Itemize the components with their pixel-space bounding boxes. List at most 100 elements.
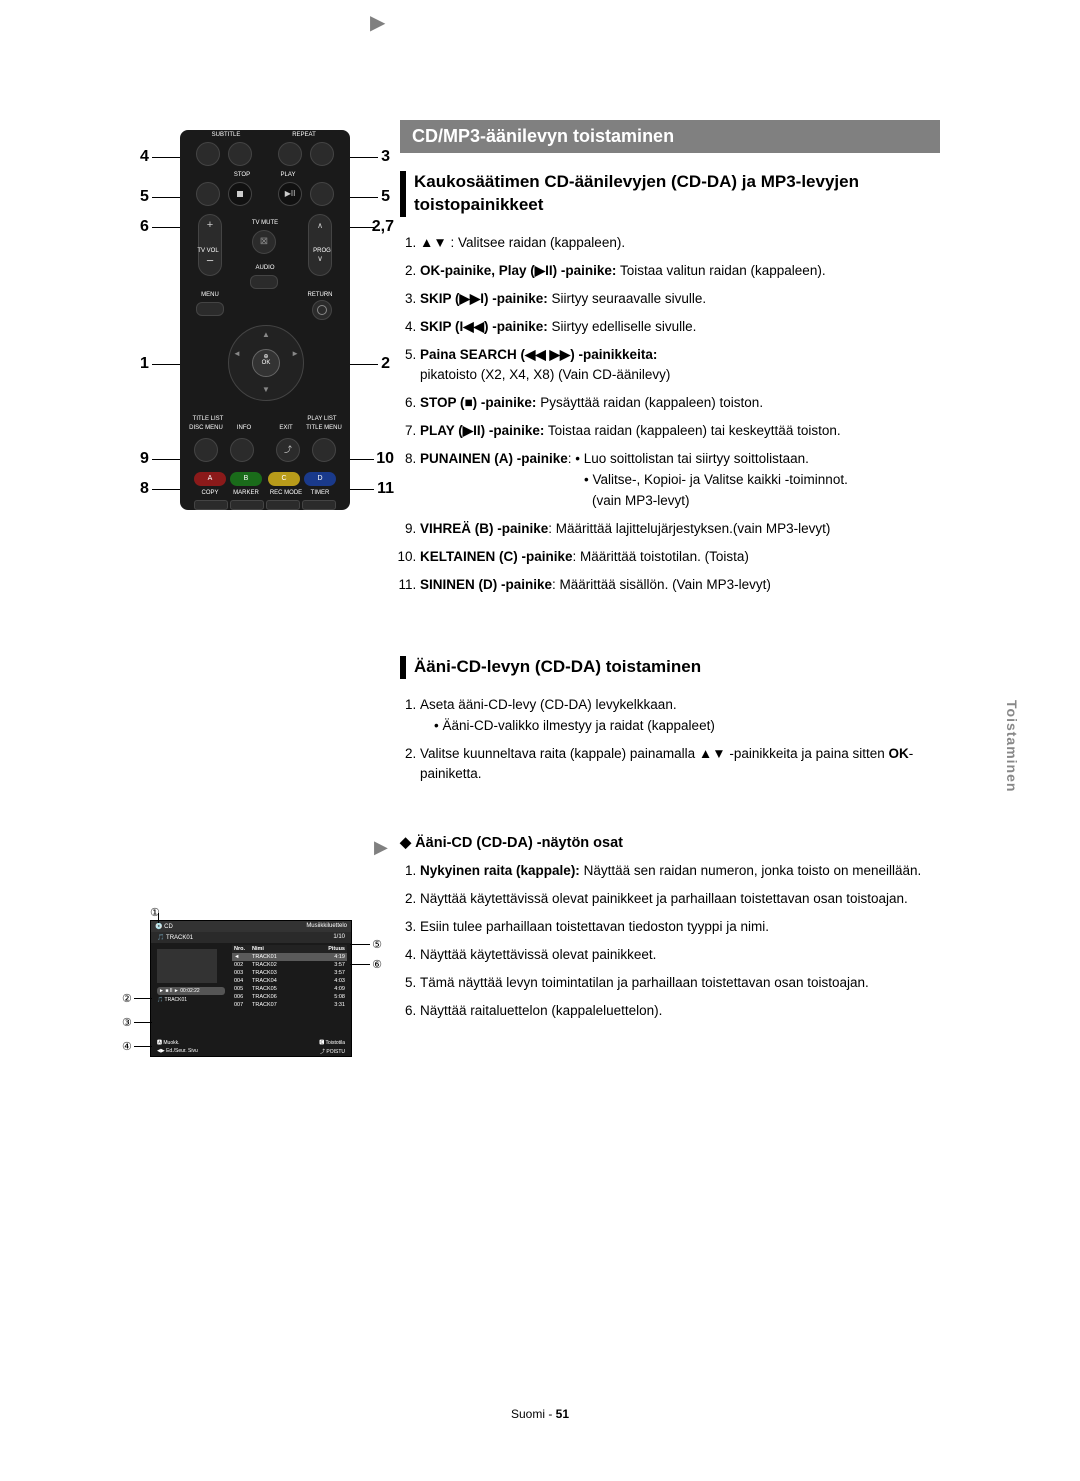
btn-skip-next bbox=[310, 142, 334, 166]
item-11: SININEN (D) -painike: Määrittää sisällön… bbox=[420, 575, 940, 596]
current-track: 🎵 TRACK01 bbox=[157, 997, 225, 1003]
label-tvmute: TV MUTE bbox=[245, 220, 285, 226]
label-ok: OK bbox=[253, 360, 279, 366]
callout-6: 6 bbox=[140, 218, 149, 236]
step-1: Aseta ääni-CD-levy (CD-DA) levykelkkaan.… bbox=[420, 695, 940, 737]
label-info: INFO bbox=[224, 425, 264, 431]
btn-a-red: A bbox=[194, 472, 226, 486]
screen-header-row: 🎵 TRACK01 1/10 bbox=[151, 932, 351, 943]
screen-item-3: Esiin tulee parhaillaan toistettavan tie… bbox=[420, 917, 940, 938]
screen-titlebar: 💿 CD Musiikkiluettelo bbox=[151, 921, 351, 932]
screen-bottom-2: ◀▶ Ed./Seur. Sivu ⤴ POISTU bbox=[157, 1048, 345, 1055]
screen-callout-4: ④ bbox=[122, 1040, 132, 1053]
btn-subtitle bbox=[228, 142, 252, 166]
btn-info bbox=[230, 438, 254, 462]
label-tvvol: TV VOL bbox=[188, 248, 228, 254]
dpad: ▲ ◄ ⊕ OK ► ▼ bbox=[228, 325, 304, 401]
item-10: KELTAINEN (C) -painike: Määrittää toisto… bbox=[420, 547, 940, 568]
callout-5l: 5 bbox=[140, 188, 149, 206]
item-1: ▲▼ : Valitsee raidan (kappaleen). bbox=[420, 233, 940, 254]
label-marker: MARKER bbox=[226, 490, 266, 496]
btn-c-yellow: C bbox=[268, 472, 300, 486]
label-discmenu: DISC MENU bbox=[186, 425, 226, 431]
screen-item-6: Näyttää raitaluettelon (kappaleluettelon… bbox=[420, 1001, 940, 1022]
remote-functions-list: ▲▼ : Valitsee raidan (kappaleen). OK-pai… bbox=[400, 233, 940, 596]
track-row: ◄TRACK014:19 bbox=[232, 953, 347, 961]
callout-9: 9 bbox=[140, 450, 149, 468]
btn-stop bbox=[228, 182, 252, 206]
callout-10: 10 bbox=[376, 450, 394, 468]
track-row: 006TRACK065:08 bbox=[232, 993, 347, 1001]
label-menu: MENU bbox=[190, 292, 230, 298]
track-row: 005TRACK054:09 bbox=[232, 985, 347, 993]
label-exit: EXIT bbox=[266, 425, 306, 431]
side-tab: Toistaminen bbox=[1004, 700, 1020, 792]
label-prog: PROG bbox=[302, 248, 342, 254]
screen-item-2: Näyttää käytettävissä olevat painikkeet … bbox=[420, 889, 940, 910]
label-audio: AUDIO bbox=[245, 265, 285, 271]
section-title-1: CD/MP3-äänilevyn toistaminen bbox=[400, 120, 940, 153]
remote-control: SUBTITLE REPEAT STOP PLAY ▶II TV MUTE ⊠ … bbox=[180, 130, 350, 510]
btn-search-fwd bbox=[310, 182, 334, 206]
btn-recmode bbox=[266, 500, 300, 510]
btn-timer bbox=[302, 500, 336, 510]
btn-d-blue: D bbox=[304, 472, 336, 486]
page-footer: Suomi - 51 bbox=[0, 1407, 1080, 1421]
screen-item-4: Näyttää käytettävissä olevat painikkeet. bbox=[420, 945, 940, 966]
track-header: Nro.NimiPituus bbox=[232, 945, 347, 953]
btn-repeat bbox=[278, 142, 302, 166]
btn-titlemenu bbox=[312, 438, 336, 462]
callout-8: 8 bbox=[140, 480, 149, 498]
btn-play: ▶II bbox=[278, 182, 302, 206]
callout-11: 11 bbox=[377, 480, 394, 498]
cd-screen-mockup: 💿 CD Musiikkiluettelo 🎵 TRACK01 1/10 ► ■… bbox=[150, 920, 352, 1057]
prog-rocker: ∧ ∨ bbox=[308, 214, 332, 276]
tv-vol-rocker: + − bbox=[198, 214, 222, 276]
play-info: ► ■ II ► 00:02:22 bbox=[157, 987, 225, 995]
step-2: Valitse kuunneltava raita (kappale) pain… bbox=[420, 744, 940, 786]
item-6: STOP (■) -painike: Pysäyttää raidan (kap… bbox=[420, 393, 940, 414]
btn-mute: ⊠ bbox=[252, 230, 276, 254]
callout-2: 2 bbox=[381, 355, 390, 373]
screen-callout-5: ⑤ bbox=[372, 938, 382, 951]
screen-parts-header: ◆ Ääni-CD (CD-DA) -näytön osat bbox=[400, 835, 940, 851]
label-play: PLAY bbox=[268, 172, 308, 178]
section-subtitle-1: Kaukosäätimen CD-äänilevyjen (CD-DA) ja … bbox=[400, 171, 940, 217]
btn-b-green: B bbox=[230, 472, 262, 486]
label-copy: COPY bbox=[190, 490, 230, 496]
item-2: OK-painike, Play (▶II) -painike: Toistaa… bbox=[420, 261, 940, 282]
label-playlist: PLAY LIST bbox=[302, 416, 342, 422]
item-8: PUNAINEN (A) -painike: • Luo soittolista… bbox=[420, 449, 940, 512]
item-9: VIHREÄ (B) -painike: Määrittää lajittelu… bbox=[420, 519, 940, 540]
screen-parts-list: Nykyinen raita (kappale): Näyttää sen ra… bbox=[400, 861, 940, 1022]
screen-item-5: Tämä näyttää levyn toimintatilan ja parh… bbox=[420, 973, 940, 994]
track-row: 004TRACK044:03 bbox=[232, 977, 347, 985]
label-return: RETURN bbox=[300, 292, 340, 298]
label-subtitle: SUBTITLE bbox=[206, 132, 246, 138]
btn-marker bbox=[230, 500, 264, 510]
callout-5r: 5 bbox=[381, 188, 390, 206]
btn-skip-prev bbox=[196, 142, 220, 166]
item-7: PLAY (▶II) -painike: Toistaa raidan (kap… bbox=[420, 421, 940, 442]
section-title-2: Ääni-CD-levyn (CD-DA) toistaminen bbox=[400, 656, 940, 679]
track-list: Nro.NimiPituus ◄TRACK014:19 002TRACK023:… bbox=[232, 945, 347, 1009]
cd-steps: Aseta ääni-CD-levy (CD-DA) levykelkkaan.… bbox=[400, 695, 940, 786]
label-titlelist: TITLE LIST bbox=[188, 416, 228, 422]
btn-exit: ⤴ bbox=[276, 438, 300, 462]
callout-3: 3 bbox=[381, 148, 390, 166]
btn-menu bbox=[196, 302, 224, 316]
btn-audio bbox=[250, 275, 278, 289]
label-stop: STOP bbox=[222, 172, 262, 178]
callout-27: 2,7 bbox=[372, 218, 394, 236]
btn-return bbox=[312, 300, 332, 320]
item-3: SKIP (▶▶I) -painike: Siirtyy seuraavalle… bbox=[420, 289, 940, 310]
item-4: SKIP (I◀◀) -painike: Siirtyy edelliselle… bbox=[420, 317, 940, 338]
label-repeat: REPEAT bbox=[284, 132, 324, 138]
track-row: 007TRACK073:31 bbox=[232, 1001, 347, 1009]
arrow-icon: ▶ bbox=[370, 10, 385, 35]
screen-callout-3: ③ bbox=[122, 1016, 132, 1029]
arrow-icon-2: ▶ bbox=[374, 837, 388, 858]
btn-search-back bbox=[196, 182, 220, 206]
btn-discmenu bbox=[194, 438, 218, 462]
callout-4: 4 bbox=[140, 148, 149, 166]
